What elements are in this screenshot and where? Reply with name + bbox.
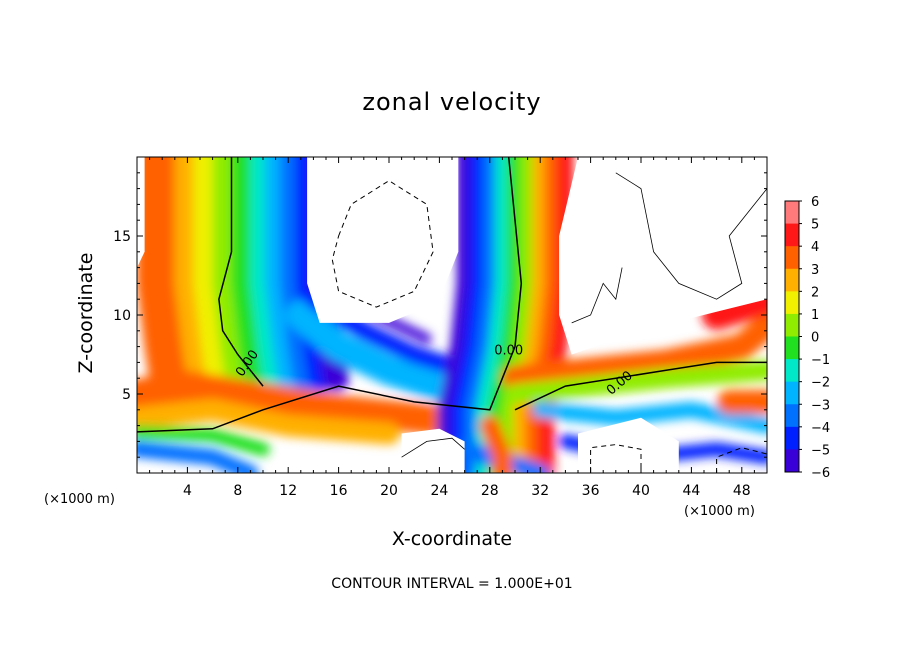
negative-contour-upper [331,180,434,308]
x-tick-label: 16 [330,483,348,499]
upper-white-region [307,157,459,323]
contour-label: 0.00 [494,344,523,359]
zero-contour-central [137,157,523,433]
positive-contour-small [571,267,623,324]
colorbar-swatch [785,336,799,360]
lower-blue-band [137,441,259,473]
x-tick-label: 44 [682,483,700,499]
bottom-orange-band [479,415,513,473]
x-tick-label: 28 [481,483,499,499]
central-jet-band [525,157,561,473]
x-tick-label: 32 [531,483,549,499]
colorbar-tick-label: 6 [811,195,819,210]
x-tick-label: 24 [430,483,448,499]
x-tick-label: 48 [733,483,751,499]
colorbar-tick-label: 5 [811,218,819,233]
colorbar-swatch [785,381,799,405]
colorbar-tick-label: −1 [811,353,830,368]
lower-green-band [137,424,270,457]
zero-contour-left [218,157,264,387]
left-jet-band [155,157,195,392]
colorbar-swatch [785,291,799,315]
colorbar-swatch [785,268,799,292]
right-cyan-band [532,401,767,434]
x-unit-label: (×1000 m) [44,492,115,507]
colorbar-tick-label: −6 [811,466,830,481]
y-tick-label: 15 [113,229,131,245]
colorbar-tick-label: 4 [811,240,819,255]
left-jet-band [250,157,289,392]
lower-orange-band [137,398,400,445]
central-jet-band [513,157,549,473]
colorbar-swatch [785,449,799,473]
left-jet-band [231,157,270,392]
colorbar-swatch [785,246,799,270]
x-tick-label: 8 [233,483,242,499]
velocity-field [137,157,767,473]
left-jet-band [137,157,176,392]
central-jet-band [500,157,536,473]
central-jet-band [462,157,498,473]
x-tick-label: 4 [183,483,192,499]
colorbar: 6 5 4 3 2 1 0 −1 −2 −3 −4 −5 −6 [784,195,830,481]
colorbar-tick-label: −2 [811,376,830,391]
bottom-right-white-region [578,417,679,473]
colorbar-tick-label: 2 [811,285,819,300]
colorbar-swatch [785,201,799,225]
left-jet-band [193,157,232,392]
x-tick-label: 20 [380,483,398,499]
y-tick-label: 5 [122,387,131,403]
colorbar-swatch [785,404,799,428]
y-axis-label: Z-coordinate [75,252,97,374]
left-jet-band [174,157,213,392]
right-warm-band [502,308,767,392]
colorbar-tick-label: −4 [811,421,830,436]
upper-right-white-region [559,157,767,355]
bottom-white-region [401,428,465,473]
negative-contour-bottom [590,444,642,473]
x-tick-label: 40 [632,483,650,499]
y-tick-label: 10 [113,308,131,324]
colorbar-swatch [785,359,799,383]
left-jet-band [265,157,304,392]
x-axis-label: X-coordinate [391,528,513,550]
contour-interval-note: CONTOUR INTERVAL = 1.000E+01 [331,576,573,592]
colorbar-tick-label: 3 [811,263,819,278]
zero-contour-right [514,361,767,411]
left-jet-band [212,157,251,392]
colorbar-swatch [785,426,799,450]
colorbar-swatch [785,223,799,247]
positive-contour-bottom [401,437,465,458]
right-green-band [505,360,767,404]
chart-title: zonal velocity [362,88,542,116]
y-unit-label: (×1000 m) [684,504,755,519]
positive-contour-upper-right [615,172,767,300]
colorbar-tick-label: 1 [811,308,819,323]
colorbar-tick-label: 0 [811,331,819,346]
central-jet-band [437,157,473,473]
left-edge-white [137,157,145,268]
colorbar-tick-label: −5 [811,443,830,458]
colorbar-tick-label: −3 [811,398,830,413]
central-jet-band [450,157,486,473]
x-tick-label: 12 [279,483,297,499]
negative-contour-bottom-right [716,447,767,473]
x-tick-label: 36 [582,483,600,499]
right-red-patch [701,284,767,330]
colorbar-swatch [785,313,799,337]
